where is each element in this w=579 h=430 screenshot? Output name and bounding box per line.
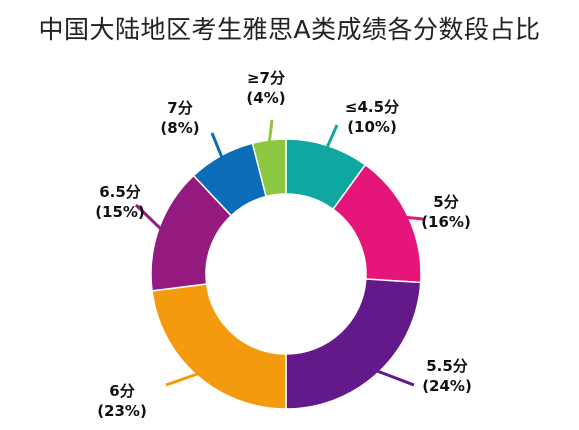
slice-4 [151, 283, 287, 410]
slice-label-1: ≤4.5分 [345, 98, 399, 116]
chart-title: 中国大陆地区考生雅思A类成绩各分数段占比 [38, 15, 541, 44]
slice-percent-2: (16%) [421, 213, 471, 231]
slice-label-6: 7分 [167, 99, 192, 117]
leader-line-4 [165, 372, 199, 387]
leader-line-7 [267, 119, 274, 143]
slice-label-2: 5分 [433, 193, 458, 211]
slice-7 [251, 138, 287, 198]
slice-percent-1: (10%) [347, 118, 397, 136]
slice-labels: ≤4.5分 (10%) 5分 (16%) 5.5分 (24%) 6分 (23%) 6.5分 (15… [95, 69, 472, 420]
slice-3 [285, 278, 422, 410]
leader-line-5 [134, 203, 162, 231]
slice-percent-6: (8%) [160, 119, 199, 137]
slice-label-7: ≥7分 [247, 69, 285, 87]
leader-line-2 [406, 215, 424, 221]
slice-percent-7: (4%) [246, 89, 285, 107]
slice-label-5: 6.5分 [99, 183, 141, 201]
slice-label-4: 6分 [109, 382, 134, 400]
leader-line-3 [376, 369, 415, 387]
donut-slices [150, 138, 422, 410]
slice-percent-5: (15%) [95, 203, 145, 221]
leader-line-1 [325, 124, 339, 149]
slice-percent-3: (24%) [422, 377, 472, 395]
slice-label-3: 5.5分 [426, 357, 468, 375]
leader-lines [134, 119, 424, 387]
slice-percent-4: (23%) [97, 402, 147, 420]
leader-line-6 [210, 132, 224, 159]
